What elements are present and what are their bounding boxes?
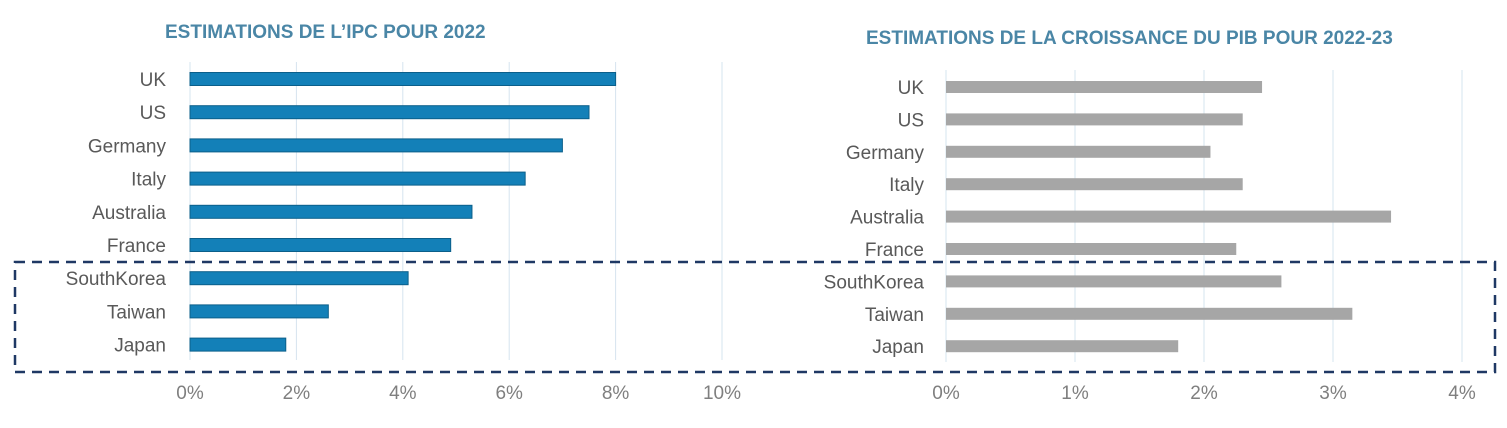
cpi-bar-southkorea	[189, 271, 409, 286]
cpi-bar-japan	[189, 337, 287, 352]
gdp-category-label: SouthKorea	[824, 272, 925, 293]
gdp-bar-taiwan	[946, 307, 1353, 320]
cpi-category-label: Taiwan	[107, 302, 166, 323]
cpi-bar-france	[189, 238, 452, 252]
cpi-x-tick-label: 0%	[176, 383, 204, 404]
cpi-chart-title: ESTIMATIONS DE L’IPC POUR 2022	[165, 22, 486, 43]
gdp-category-label: Taiwan	[865, 305, 924, 326]
cpi-category-label: US	[140, 103, 166, 124]
cpi-bar-germany	[189, 138, 563, 153]
gdp-category-label: UK	[898, 78, 925, 99]
cpi-x-tick-label: 8%	[602, 383, 630, 404]
asia-highlight-box	[13, 260, 1497, 374]
cpi-category-label: Italy	[131, 170, 166, 191]
cpi-category-label: France	[107, 236, 166, 257]
gdp-bar-germany	[946, 145, 1211, 158]
gdp-chart: 0% 1% 2% 3% 4% UK US Germany Italy Australia Franc…	[824, 70, 1476, 404]
gdp-chart-title: ESTIMATIONS DE LA CROISSANCE DU PIB POUR…	[866, 28, 1393, 49]
cpi-category-label: UK	[140, 70, 167, 91]
cpi-bar-italy	[189, 171, 526, 186]
cpi-chart: 0% 2% 4% 6% 8% 10% UK US Germany Italy Australia Fr…	[66, 62, 741, 404]
cpi-x-tick-label: 2%	[283, 383, 311, 404]
cpi-bar-taiwan	[189, 304, 329, 319]
gdp-bar-australia	[946, 210, 1392, 223]
gdp-category-label: US	[898, 110, 924, 131]
gdp-bar-france	[946, 243, 1237, 255]
gdp-category-label: Italy	[889, 175, 924, 196]
gdp-bar-japan	[946, 340, 1179, 353]
gdp-category-label: Australia	[850, 208, 924, 229]
gdp-x-tick-label: 3%	[1319, 383, 1347, 404]
gdp-category-label: Germany	[846, 143, 925, 164]
gdp-x-tick-label: 0%	[932, 383, 960, 404]
gdp-bar-italy	[946, 178, 1243, 191]
cpi-x-tick-label: 6%	[495, 383, 523, 404]
cpi-x-tick-label: 4%	[389, 383, 417, 404]
gdp-x-tick-label: 4%	[1448, 383, 1476, 404]
gdp-x-tick-label: 2%	[1190, 383, 1218, 404]
gdp-bar-us	[946, 113, 1243, 126]
gdp-bar-uk	[946, 81, 1263, 93]
gdp-category-label: Japan	[872, 337, 924, 358]
cpi-bar-uk	[189, 72, 617, 86]
cpi-category-label: SouthKorea	[66, 269, 167, 290]
gdp-x-tick-label: 1%	[1061, 383, 1089, 404]
cpi-bar-us	[189, 105, 590, 120]
cpi-category-label: Japan	[114, 336, 166, 357]
gdp-bar-southkorea	[946, 275, 1282, 288]
cpi-category-label: Australia	[92, 203, 166, 224]
cpi-bar-australia	[189, 204, 473, 219]
gdp-category-label: France	[865, 240, 924, 261]
cpi-x-tick-label: 10%	[703, 383, 741, 404]
cpi-category-label: Germany	[88, 136, 167, 157]
